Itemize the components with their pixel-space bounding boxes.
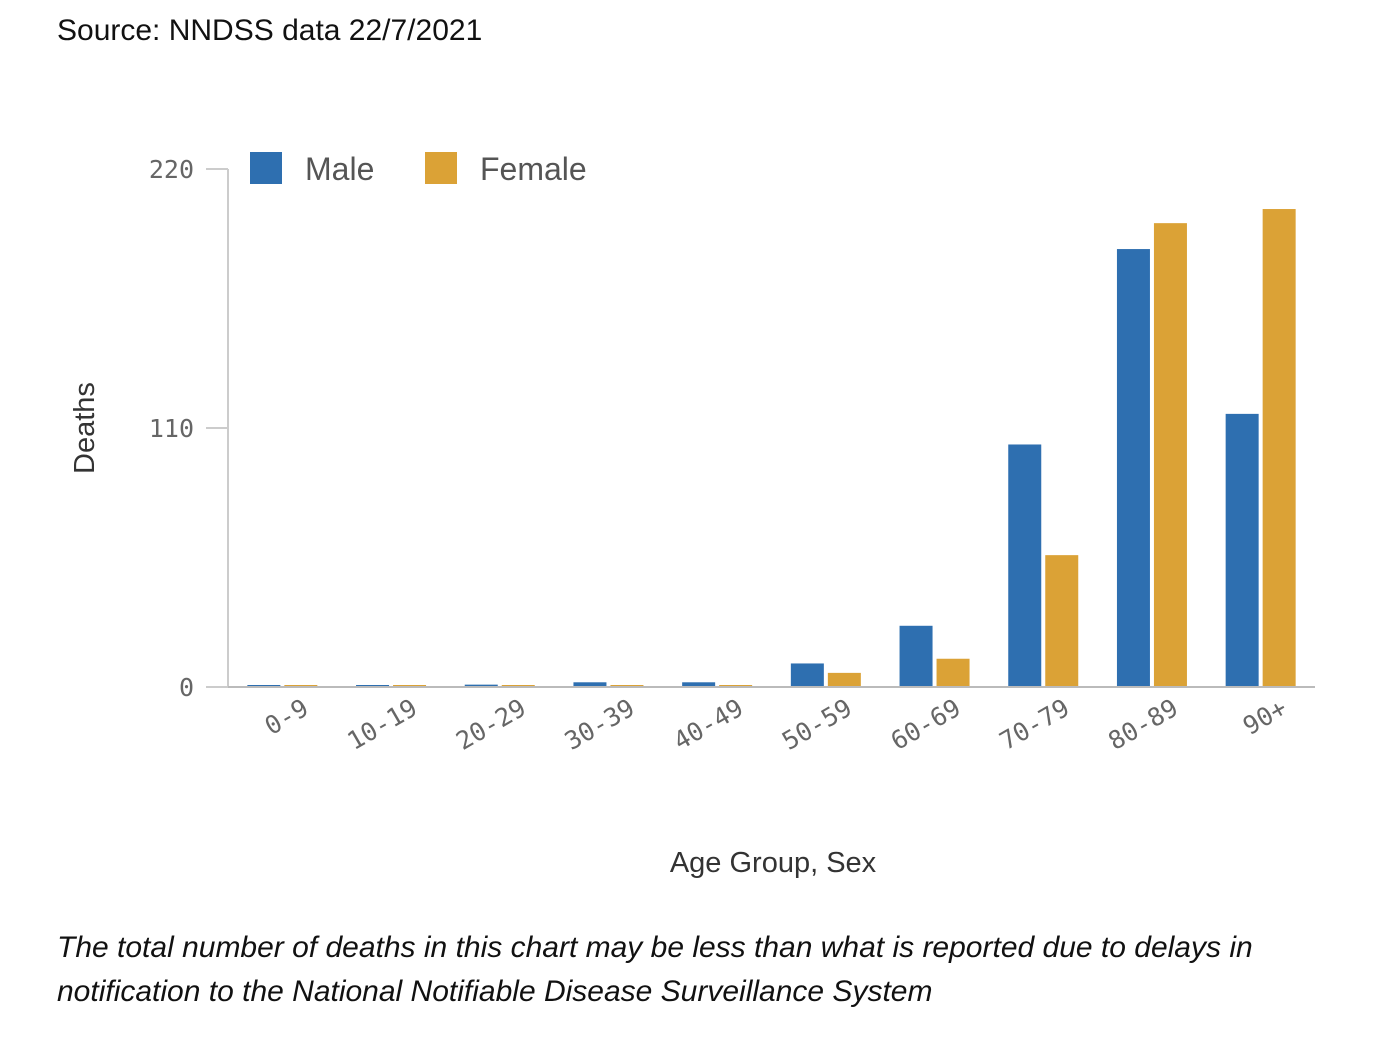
bar-male-90+ <box>1225 413 1259 687</box>
x-tick-label: 30-39 <box>560 693 640 756</box>
bar-female-80-89 <box>1153 223 1187 687</box>
y-tick-label: 220 <box>149 155 194 184</box>
x-tick-label: 90+ <box>1238 693 1292 741</box>
x-tick-label: 0-9 <box>260 693 314 741</box>
deaths-bar-chart: 0 110 220 0-9 10-19 20-29 30-39 40-49 50-59 60-6… <box>69 151 1315 879</box>
bar-male-80-89 <box>1116 249 1150 687</box>
x-tick-label: 50-59 <box>777 693 857 756</box>
bar-male-20-29 <box>464 684 498 687</box>
x-tick-label: 70-79 <box>995 693 1075 756</box>
bar-male-60-69 <box>899 625 933 687</box>
x-tick-label: 60-69 <box>886 693 966 756</box>
legend-swatch-male <box>250 152 282 184</box>
x-axis-title: Age Group, Sex <box>670 847 877 879</box>
y-axis-title: Deaths <box>69 382 101 474</box>
bar-female-60-69 <box>936 658 970 687</box>
footnote: The total number of deaths in this chart… <box>57 931 1253 1008</box>
y-axis: 0 110 220 <box>149 155 229 702</box>
x-tick-label: 40-49 <box>668 693 748 756</box>
bar-female-50-59 <box>827 672 861 687</box>
legend: Male Female <box>250 151 587 187</box>
y-tick-label: 0 <box>179 673 194 702</box>
source-caption: Source: NNDSS data 22/7/2021 <box>57 14 483 47</box>
bar-female-90+ <box>1262 209 1296 687</box>
x-tick-label: 20-29 <box>451 693 531 756</box>
x-axis: 0-9 10-19 20-29 30-39 40-49 50-59 60-69 70-79 80… <box>228 686 1315 756</box>
legend-label-male: Male <box>305 151 374 187</box>
x-tick-label: 10-19 <box>342 693 422 756</box>
legend-swatch-female <box>425 152 457 184</box>
y-tick-label: 110 <box>149 414 194 443</box>
bar-male-50-59 <box>790 663 824 687</box>
bar-female-70-79 <box>1045 555 1079 687</box>
legend-label-female: Female <box>480 151 587 187</box>
bars <box>247 209 1296 687</box>
bar-male-40-49 <box>682 682 716 687</box>
x-tick-label: 80-89 <box>1103 693 1183 756</box>
bar-male-30-39 <box>573 682 607 687</box>
bar-male-70-79 <box>1008 444 1042 687</box>
